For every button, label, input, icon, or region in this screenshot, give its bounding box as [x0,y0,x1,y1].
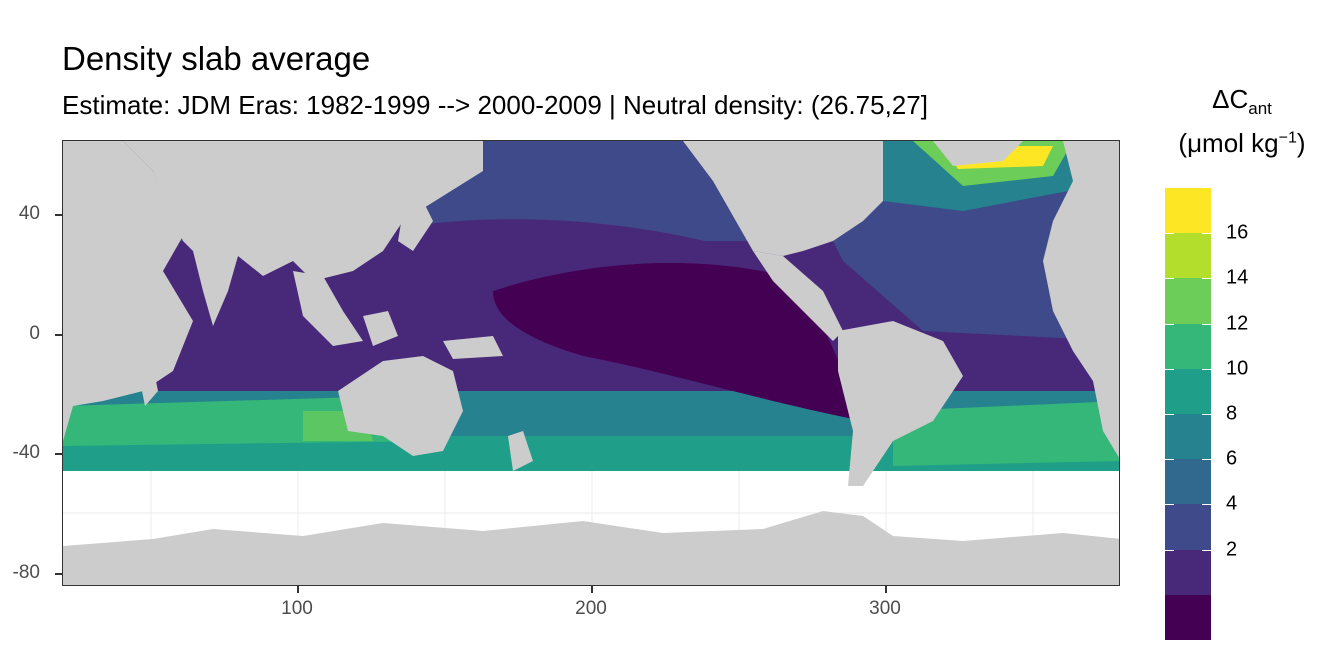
legend-label: 10 [1226,357,1249,380]
legend-tick [1202,368,1211,370]
legend-title-unit: (μmol kg [1178,128,1279,158]
eurasia [123,141,483,281]
legend-label: 8 [1226,402,1238,425]
legend-tick [1165,459,1174,461]
legend-label: 2 [1226,538,1238,561]
y-tick-mark [55,214,62,216]
central-america [753,251,843,341]
legend-tick [1165,278,1174,280]
legend-swatch [1165,233,1211,279]
y-tick-label: 40 [18,203,40,224]
legend-tick [1202,323,1211,325]
legend-tick [1165,549,1174,551]
australia [338,356,463,456]
legend-title-close: ) [1296,128,1306,158]
x-tick-mark [297,586,299,593]
antarctica [63,511,1119,585]
legend-tick [1165,504,1174,506]
legend-swatch [1165,594,1211,640]
legend-tick [1202,414,1211,415]
s-atlantic-green [893,401,1119,466]
legend-swatch [1165,504,1211,550]
x-tick-label: 300 [869,598,901,619]
africa [63,141,193,441]
legend-title: ΔCant (μmol kg−1) [1162,84,1322,159]
y-tick-label: -80 [12,562,40,583]
y-tick-label: -40 [12,442,40,463]
legend-swatch [1165,549,1211,595]
chart-subtitle: Estimate: JDM Eras: 1982-1999 --> 2000-2… [62,90,928,120]
north-pacific-purple [363,219,803,341]
pacific-core [493,262,853,419]
n-atlantic [823,211,1119,341]
x-tick-mark [591,586,593,593]
legend-tick [1202,233,1211,235]
map-svg [63,141,1119,585]
legend-colorbar [1165,188,1211,640]
greenland [933,141,1023,166]
legend-label: 4 [1226,492,1238,515]
legend-label: 16 [1226,221,1249,244]
x-tick-mark [885,586,887,593]
borneo [363,311,398,346]
legend-swatch [1165,459,1211,505]
legend-swatch [1165,188,1211,234]
legend-label: 6 [1226,447,1238,470]
madagascar [138,366,158,406]
legend-tick [1202,278,1211,280]
new-guinea [443,336,503,359]
land [63,141,1119,486]
legend-swatch [1165,368,1211,414]
legend-tick [1165,233,1174,235]
japan [398,201,433,251]
legend-label: 14 [1226,266,1249,289]
legend-swatch [1165,278,1211,324]
legend-swatch [1165,413,1211,460]
legend-swatch [1165,323,1211,369]
y-tick-label: 0 [29,323,40,344]
legend-tick [1202,549,1211,551]
map-panel [62,140,1120,586]
india [193,251,238,326]
legend-tick [1202,459,1211,461]
chart-title: Density slab average [62,40,371,77]
europe-africa-east [1043,141,1119,458]
x-tick-label: 100 [281,598,313,619]
y-tick-mark [55,573,62,575]
new-zealand [508,431,533,471]
legend-title-main: ΔC [1212,84,1249,114]
y-tick-mark [55,334,62,336]
legend-title-sub: ant [1248,99,1272,119]
north-america [683,141,883,256]
legend-tick [1202,504,1211,506]
legend-tick [1165,323,1174,325]
legend-tick [1165,368,1174,370]
se-asia [293,271,363,346]
x-tick-label: 200 [575,598,607,619]
south-america [838,321,963,486]
legend-title-sup: −1 [1278,129,1297,147]
legend-tick [1165,414,1174,415]
legend-label: 12 [1226,312,1249,335]
y-tick-mark [55,453,62,455]
